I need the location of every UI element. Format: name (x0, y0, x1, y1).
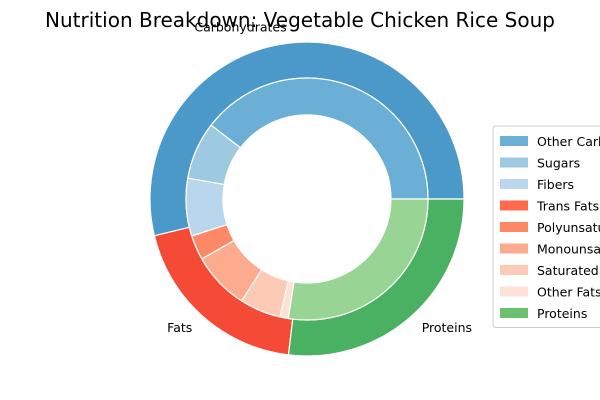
chart-title: Nutrition Breakdown: Vegetable Chicken R… (45, 8, 555, 32)
legend-label-polyunsaturated-fats: Polyunsaturated Fats (537, 220, 600, 235)
legend-label-sugars: Sugars (537, 156, 580, 171)
outer-label-proteins: Proteins (422, 320, 472, 335)
legend-swatch-other-carbohydrates (500, 136, 528, 146)
inner-slice-other-carbohydrates (210, 77, 429, 200)
inner-ring (185, 77, 429, 321)
legend-swatch-monounsaturated-fats (500, 243, 528, 254)
legend-label-proteins: Proteins (537, 306, 587, 321)
legend-label-trans-fats: Trans Fats (536, 199, 599, 214)
legend-swatch-saturated-fats (500, 265, 528, 275)
outer-ring-labels: Carbohydrates Fats Proteins (167, 20, 472, 336)
outer-ring (149, 41, 465, 357)
legend-swatch-proteins (500, 308, 528, 318)
legend: Other Carbohydrates Sugars Fibers Trans Fat… (492, 125, 600, 328)
legend-swatch-sugars (500, 157, 528, 168)
legend-label-monounsaturated-fats: Monounsaturated Fats (537, 242, 600, 257)
legend-frame (492, 125, 600, 328)
legend-label-other-carbohydrates: Other Carbohydrates (537, 134, 600, 149)
legend-swatch-other-fats (500, 286, 528, 297)
legend-swatch-trans-fats (500, 200, 528, 211)
legend-label-fibers: Fibers (537, 177, 574, 192)
legend-swatch-polyunsaturated-fats (500, 222, 528, 232)
legend-label-saturated-fats: Saturated Fats (537, 263, 600, 278)
inner-slice-proteins (287, 198, 429, 321)
legend-label-other-fats: Other Fats (537, 285, 600, 300)
outer-label-carbohydrates: Carbohydrates (194, 20, 286, 35)
legend-swatch-fibers (500, 179, 528, 189)
outer-label-fats: Fats (167, 320, 192, 335)
